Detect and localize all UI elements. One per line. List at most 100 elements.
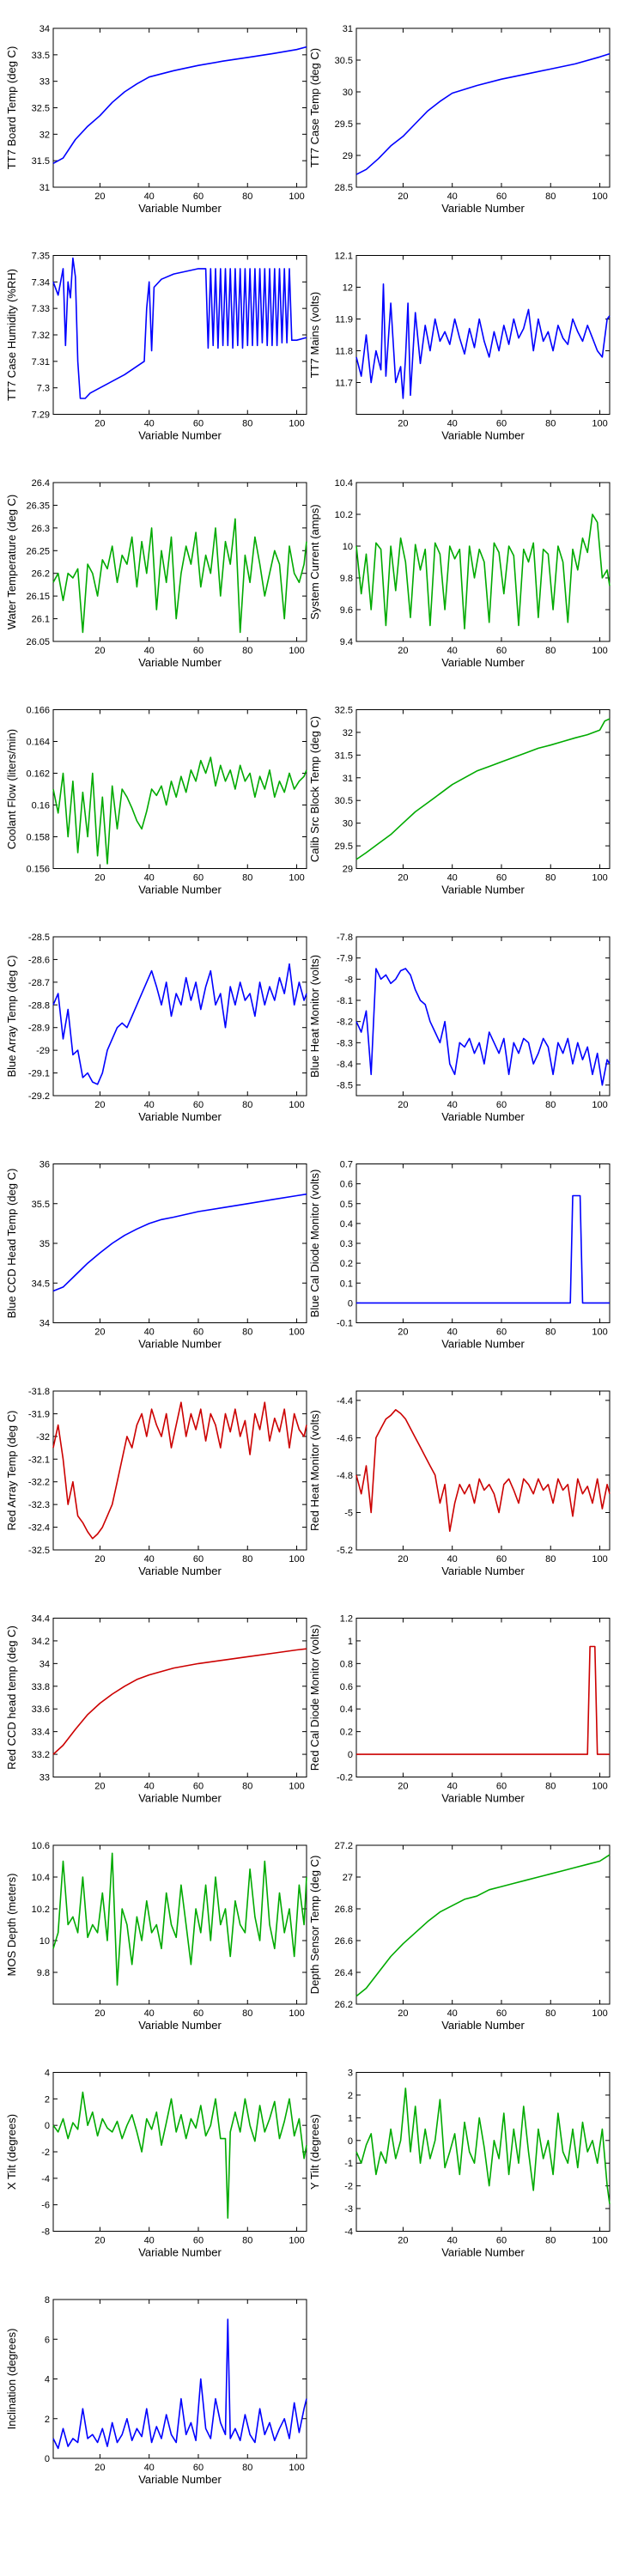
x-tick-label: 40 [144,1554,155,1564]
y-tick-label: 33.6 [32,1704,50,1715]
x-tick-label: 40 [447,2008,458,2019]
chart-panel-6: 20 40 60 80 100 9.4 9.6 9.8 10 10.2 10.4 Variable N… [308,478,611,669]
x-tick-label: 60 [193,873,204,884]
x-tick-label: 40 [447,2236,458,2246]
x-tick-label: 40 [447,1100,458,1110]
y-tick-label: 31.5 [32,156,50,167]
y-tick-label: -6 [41,2201,50,2211]
y-tick-label: 0.2 [340,1259,353,1269]
y-tick-label: -2 [344,2182,353,2192]
series-line [52,756,307,865]
y-axis-label: MOS Depth (meters) [5,1874,18,1977]
x-tick-label: 80 [242,2463,252,2473]
x-tick-label: 60 [496,419,507,429]
x-axis-label: Variable Number [138,2473,222,2486]
axes-box [355,709,611,869]
series-line [52,2091,307,2219]
y-axis-label: Blue CCD Head Temp (deg C) [5,1169,18,1319]
x-tick-label: 20 [94,2463,105,2473]
y-tick-label: 12 [343,283,353,294]
x-tick-label: 100 [592,191,607,202]
y-axis-label: Red Heat Monitor (volts) [308,1410,321,1531]
x-tick-label: 100 [289,873,304,884]
y-tick-label: 31 [343,774,353,784]
chart-panel-17: 20 40 60 80 100 9.8 10 10.2 10.4 10.6 Variable Num… [5,1841,307,2032]
y-tick-label: 2 [45,2094,50,2105]
x-axis-label: Variable Number [441,2246,525,2259]
x-tick-label: 60 [496,2008,507,2019]
x-tick-label: 80 [242,646,252,656]
x-axis-label: Variable Number [138,1110,222,1123]
y-tick-label: 26.3 [32,524,50,534]
axes-box [52,1618,307,1777]
x-tick-label: 20 [94,1327,105,1338]
x-tick-label: 20 [398,873,408,884]
x-axis-label: Variable Number [441,1338,525,1351]
x-tick-label: 60 [193,646,204,656]
x-tick-label: 20 [398,1100,408,1110]
y-tick-label: 0.156 [26,865,50,875]
x-axis-label: Variable Number [138,2246,222,2259]
y-tick-label: 0.8 [340,1659,353,1669]
chart-panel-4: 20 40 60 80 100 11.7 11.8 11.9 12 12.1 Variable Nu… [308,252,611,442]
y-tick-label: -4 [41,2174,50,2184]
y-tick-label: 7.32 [32,331,50,341]
y-tick-label: 7.29 [32,410,50,421]
x-tick-label: 100 [289,419,304,429]
y-tick-label: -28.6 [28,955,50,965]
y-tick-label: 29.5 [335,841,353,852]
x-tick-label: 100 [592,1327,607,1338]
x-axis-label: Variable Number [441,2019,525,2032]
y-tick-label: -1 [344,2159,353,2169]
y-tick-label: 34 [39,24,50,34]
y-tick-label: 31 [343,24,353,34]
y-tick-label: 12.1 [335,252,353,262]
x-tick-label: 100 [592,1100,607,1110]
axes-box [52,2299,307,2459]
y-axis-label: TT7 Board Temp (deg C) [5,46,18,170]
x-tick-label: 20 [398,1554,408,1564]
y-tick-label: 0.164 [26,738,50,748]
y-tick-label: 9.6 [340,605,353,616]
y-tick-label: 2 [45,2415,50,2425]
y-tick-label: 26.4 [335,1968,353,1978]
y-tick-label: -8.2 [337,1018,353,1028]
y-tick-label: -3 [344,2204,353,2215]
y-tick-label: 26.2 [335,2000,353,2010]
x-tick-label: 20 [94,419,105,429]
y-tick-label: 30 [343,88,353,98]
series-line [355,968,611,1086]
x-tick-label: 60 [496,1100,507,1110]
y-tick-label: -4.6 [337,1433,353,1443]
x-tick-label: 80 [242,1782,252,1792]
x-axis-label: Variable Number [441,1564,525,1577]
y-tick-label: 3 [348,2069,353,2079]
x-tick-label: 40 [447,419,458,429]
chart-panel-20: 20 40 60 80 100 -4 -3 -2 -1 0 1 2 3 Variable Number Y … [308,2069,611,2259]
x-tick-label: 80 [242,873,252,884]
x-tick-label: 80 [242,1100,252,1110]
series-line [355,283,611,399]
y-tick-label: 10.4 [32,1873,50,1883]
y-tick-label: 26.15 [26,592,50,602]
y-tick-label: -8 [41,2227,50,2238]
y-axis-label: TT7 Case Temp (deg C) [308,48,321,167]
series-line [355,52,611,175]
x-tick-label: 60 [193,1554,204,1564]
chart-panel-18: 20 40 60 80 100 26.2 26.4 26.6 26.8 27 27.2 Variabl… [308,1841,611,2032]
axes-box [52,936,307,1097]
y-tick-label: 26.05 [26,637,50,647]
series-line [52,46,307,165]
y-tick-label: 7.33 [32,304,50,314]
x-tick-label: 60 [496,1554,507,1564]
y-tick-label: 27.2 [335,1841,353,1851]
y-tick-label: 26.6 [335,1936,353,1947]
x-tick-label: 20 [94,1554,105,1564]
y-axis-label: TT7 Case Humidity (%RH) [5,269,18,401]
x-tick-label: 20 [94,2236,105,2246]
y-tick-label: -29.1 [28,1069,50,1079]
y-tick-label: -29 [36,1046,50,1056]
x-tick-label: 60 [496,873,507,884]
y-axis-label: Y Tilt (degrees) [308,2114,321,2190]
y-tick-label: 34.5 [32,1279,50,1289]
